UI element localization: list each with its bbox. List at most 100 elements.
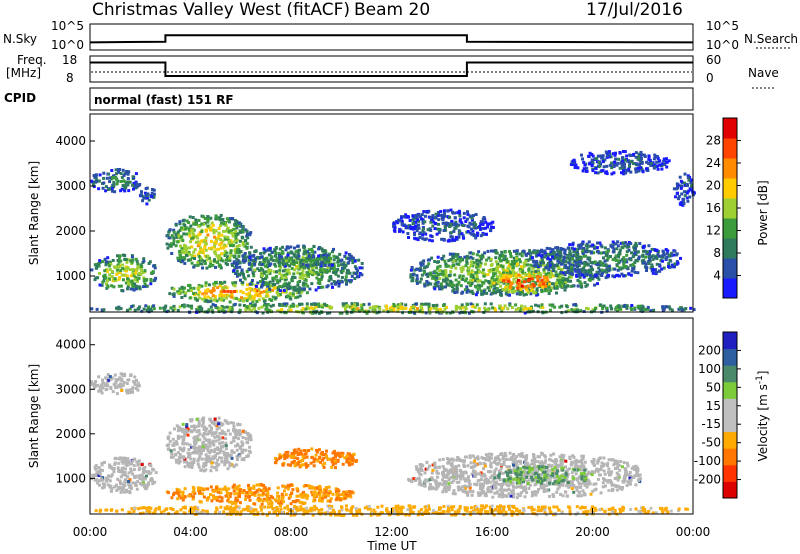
heatmap-cell: [208, 459, 212, 463]
heatmap-cell: [228, 461, 232, 465]
heatmap-cell: [371, 306, 375, 310]
heatmap-cell: [330, 282, 334, 286]
heatmap-cell: [507, 271, 511, 275]
heatmap-cell: [197, 284, 201, 287]
heatmap-cell: [264, 270, 268, 274]
nsky-tick-high: 10^5: [51, 19, 84, 33]
heatmap-cell: [108, 463, 112, 467]
heatmap-cell: [137, 459, 141, 463]
heatmap-cell: [213, 304, 217, 307]
heatmap-cell: [516, 278, 520, 282]
heatmap-cell: [554, 256, 558, 260]
heatmap-cell: [242, 458, 246, 462]
heatmap-cell: [440, 213, 444, 217]
heatmap-cell: [648, 249, 652, 253]
heatmap-cell: [113, 373, 117, 377]
heatmap-cell: [527, 267, 531, 271]
heatmap-cell: [153, 266, 157, 270]
heatmap-cell: [561, 271, 565, 275]
heatmap-cell: [268, 246, 272, 250]
heatmap-cell: [133, 457, 137, 461]
heatmap-cell: [181, 259, 185, 263]
heatmap-cell: [665, 255, 669, 259]
heatmap-cell: [185, 442, 189, 446]
heatmap-cell: [620, 245, 624, 249]
heatmap-cell: [575, 258, 579, 262]
heatmap-cell: [332, 262, 336, 266]
heatmap-cell: [298, 294, 302, 298]
heatmap-cell: [280, 308, 284, 312]
heatmap-cell: [340, 311, 344, 315]
heatmap-cell: [116, 477, 120, 481]
heatmap-cell: [108, 277, 111, 281]
heatmap-cell: [130, 279, 134, 283]
heatmap-cell: [593, 260, 597, 264]
heatmap-cell: [128, 462, 132, 466]
heatmap-cell: [236, 232, 240, 236]
heatmap-cell: [139, 193, 143, 197]
heatmap-cell: [295, 261, 298, 265]
heatmap-cell: [209, 296, 213, 300]
heatmap-cell: [132, 184, 136, 188]
heatmap-cell: [474, 236, 478, 240]
heatmap-cell: [413, 309, 417, 313]
heatmap-cell: [188, 443, 192, 447]
heatmap-cell: [558, 305, 562, 309]
heatmap-cell: [413, 233, 416, 236]
heatmap-cell: [674, 195, 677, 199]
heatmap-cell: [458, 214, 462, 218]
heatmap-cell: [305, 302, 309, 306]
heatmap-cell: [467, 271, 471, 275]
heatmap-cell: [442, 229, 446, 232]
heatmap-cell: [243, 254, 247, 258]
heatmap-cell: [541, 259, 544, 263]
heatmap-cell: [257, 287, 261, 291]
heatmap-cell: [443, 225, 447, 228]
heatmap-cell: [470, 281, 474, 285]
heatmap-cell: [396, 305, 400, 309]
heatmap-cell: [630, 251, 633, 255]
heatmap-cell: [563, 278, 567, 282]
heatmap-cell: [632, 267, 636, 271]
heatmap-cell: [253, 257, 257, 261]
heatmap-cell: [606, 154, 609, 158]
heatmap-cell: [298, 272, 302, 276]
heatmap-cell: [197, 445, 201, 449]
heatmap-cell: [555, 263, 559, 267]
heatmap-cell: [623, 258, 627, 262]
heatmap-cell: [199, 445, 203, 449]
heatmap-cell: [378, 307, 382, 311]
heatmap-cell: [617, 305, 621, 309]
heatmap-cell: [99, 468, 103, 472]
heatmap-cell: [526, 263, 530, 267]
heatmap-cell: [506, 266, 510, 270]
heatmap-cell: [264, 294, 268, 298]
colorbar-tick-label: 20: [706, 179, 721, 193]
heatmap-cell: [268, 280, 272, 284]
heatmap-cell: [318, 273, 322, 277]
heatmap-cell: [191, 228, 195, 232]
heatmap-cell: [597, 165, 601, 169]
heatmap-cell: [95, 264, 99, 268]
heatmap-cell: [176, 290, 180, 294]
heatmap-cell: [317, 247, 321, 251]
heatmap-cell: [218, 238, 222, 241]
heatmap-cell: [112, 470, 116, 474]
heatmap-cell: [172, 230, 176, 234]
heatmap-cell: [185, 423, 189, 427]
heatmap-cell: [621, 156, 624, 160]
heatmap-cell: [643, 307, 647, 311]
heatmap-cell: [302, 252, 306, 256]
heatmap-cell: [204, 468, 208, 472]
heatmap-cell: [530, 270, 534, 274]
heatmap-cell: [132, 464, 136, 468]
heatmap-cell: [449, 235, 453, 239]
heatmap-cell: [327, 256, 331, 260]
heatmap-cell: [439, 213, 442, 217]
heatmap-cell: [393, 226, 397, 230]
heatmap-cell: [437, 222, 440, 226]
heatmap-cell: [102, 485, 106, 489]
heatmap-cell: [440, 217, 444, 221]
heatmap-cell: [108, 375, 112, 379]
heatmap-cell: [230, 293, 234, 297]
